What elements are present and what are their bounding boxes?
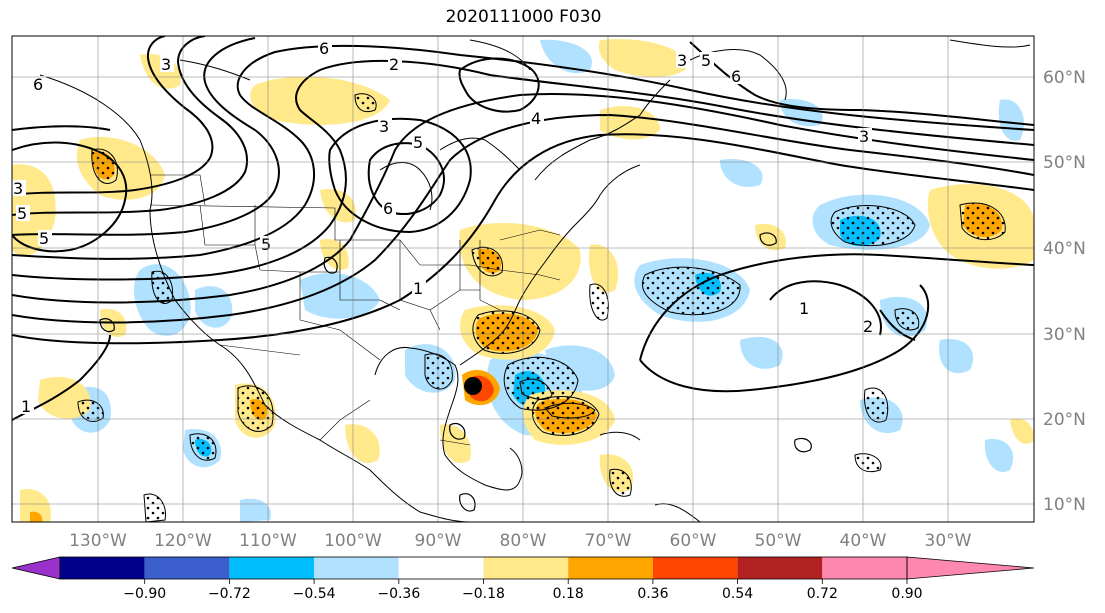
colorbar: −0.90 −0.72 −0.54 −0.36 −0.18 0.18 0.36 … [11, 556, 1035, 602]
colorbar-segment [229, 557, 315, 579]
colorbar-tick: 0.18 [553, 586, 584, 602]
contour-labels: 6 2 3 5 6 3 5 6 3 5 1 1 2 4 5 3 1 6 3 5 [12, 39, 876, 416]
colorbar-tick: 0.72 [807, 586, 838, 602]
colorbar-segment [144, 557, 230, 579]
contour-label: 5 [701, 51, 711, 70]
lat-label: 10°N [1043, 495, 1086, 515]
contour-label: 5 [39, 229, 49, 248]
significance-stippling [77, 93, 1006, 522]
contour-label: 5 [17, 204, 27, 223]
colorbar-segment [314, 557, 399, 579]
contour-label: 3 [161, 55, 171, 74]
lon-label: 90°W [415, 531, 462, 551]
contour-label: 1 [413, 279, 423, 298]
colorbar-tick: −0.18 [462, 586, 505, 602]
contour-label: 6 [383, 199, 393, 218]
longitude-labels: 130°W 120°W 110°W 100°W 90°W 80°W 70°W 6… [69, 531, 972, 551]
lon-label: 120°W [154, 531, 212, 551]
colorbar-segment [398, 557, 484, 579]
colorbar-extend-high [906, 556, 1035, 580]
contour-label: 1 [21, 397, 31, 416]
colorbar-segment [737, 557, 823, 579]
colorbar-segment [568, 557, 653, 579]
colorbar-segment [483, 557, 569, 579]
lat-label: 50°N [1043, 153, 1086, 173]
colorbar-tick: −0.36 [377, 586, 420, 602]
graticule [12, 36, 1034, 522]
lon-label: 110°W [239, 531, 297, 551]
contour-label: 3 [677, 51, 687, 70]
contour-label: 3 [13, 179, 23, 198]
contour-label: 4 [531, 109, 541, 128]
lat-label: 20°N [1043, 410, 1086, 430]
contour-label: 1 [799, 299, 809, 318]
colorbar-segment [822, 557, 907, 579]
lon-label: 80°W [500, 531, 547, 551]
colorbar-segment [652, 557, 738, 579]
lat-label: 40°N [1043, 239, 1086, 259]
lon-label: 70°W [585, 531, 632, 551]
map-title: 2020111000 F030 [445, 7, 602, 27]
map-frame [11, 35, 1035, 523]
lat-label: 60°N [1043, 68, 1086, 88]
contour-label: 6 [319, 39, 329, 58]
colorbar-tick: −0.90 [123, 586, 166, 602]
storm-center-marker [464, 377, 482, 395]
contour-label: 5 [413, 133, 423, 152]
colorbar-tick: −0.54 [293, 586, 336, 602]
lon-label: 130°W [69, 531, 127, 551]
lon-label: 50°W [755, 531, 802, 551]
contour-label: 3 [379, 117, 389, 136]
lon-label: 100°W [324, 531, 382, 551]
contour-label: 6 [731, 67, 741, 86]
contour-label: 6 [33, 75, 43, 94]
colorbar-tick: 0.90 [891, 586, 922, 602]
coastlines [39, 39, 1031, 522]
lat-label: 30°N [1043, 325, 1086, 345]
colorbar-tick: 0.54 [722, 586, 753, 602]
lon-label: 30°W [925, 531, 972, 551]
colorbar-tick: 0.36 [637, 586, 668, 602]
contour-label: 2 [863, 317, 873, 336]
contour-label: 3 [859, 127, 869, 146]
lon-label: 40°W [840, 531, 887, 551]
contour-label: 2 [389, 55, 399, 74]
lon-label: 60°W [670, 531, 717, 551]
height-contours [12, 36, 1034, 421]
colorbar-extend-low [11, 556, 61, 580]
colorbar-tick: −0.72 [208, 586, 251, 602]
contour-label: 5 [261, 235, 271, 254]
thin-contours [99, 232, 812, 512]
latitude-labels: 60°N 50°N 40°N 30°N 20°N 10°N [1043, 68, 1086, 515]
colorbar-segment [60, 557, 145, 579]
